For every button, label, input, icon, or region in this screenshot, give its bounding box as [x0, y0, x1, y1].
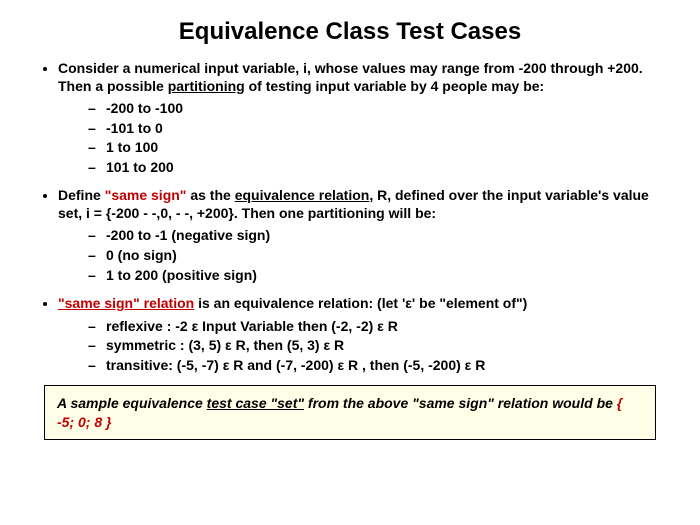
b2-sublist: -200 to -1 (negative sign) 0 (no sign) 1… [58, 226, 670, 285]
b2-s3: 1 to 200 (positive sign) [88, 266, 670, 286]
callout-tc: test case "set" [207, 395, 304, 411]
callout-box: A sample equivalence test case "set" fro… [44, 385, 656, 439]
b2-pre: Define [58, 187, 105, 203]
b1-sublist: -200 to -100 -101 to 0 1 to 100 101 to 2… [58, 99, 670, 177]
b1-s2: -101 to 0 [88, 119, 670, 139]
bullet-1: Consider a numerical input variable, i, … [58, 60, 670, 177]
b1-s3: 1 to 100 [88, 138, 670, 158]
b2-s2: 0 (no sign) [88, 246, 670, 266]
slide-container: Equivalence Class Test Cases Consider a … [0, 0, 700, 525]
callout-p2: from the above "same sign" relation woul… [304, 395, 617, 411]
b2-mid: as the [186, 187, 234, 203]
b3-s2: symmetric : (3, 5) ε R, then (5, 3) ε R [88, 336, 670, 356]
b3-s3: transitive: (-5, -7) ε R and (-7, -200) … [88, 356, 670, 376]
b2-equiv: equivalence relation [235, 187, 370, 203]
main-list: Consider a numerical input variable, i, … [30, 60, 670, 375]
b3-s1: reflexive : -2 ε Input Variable then (-2… [88, 317, 670, 337]
b1-post: of testing input variable by 4 people ma… [245, 78, 545, 94]
b2-samesign: "same sign" [105, 187, 187, 203]
b3-post: is an equivalence relation: (let 'ε' be … [194, 295, 527, 311]
b1-s4: 101 to 200 [88, 158, 670, 178]
slide-title: Equivalence Class Test Cases [30, 18, 670, 46]
b3-samesign: "same sign" relation [58, 295, 194, 311]
callout-p1: A sample equivalence [57, 395, 207, 411]
b3-sublist: reflexive : -2 ε Input Variable then (-2… [58, 317, 670, 376]
b2-s1: -200 to -1 (negative sign) [88, 226, 670, 246]
bullet-2: Define "same sign" as the equivalence re… [58, 187, 670, 285]
bullet-3: "same sign" relation is an equivalence r… [58, 295, 670, 375]
b1-partitioning: partitioning [168, 78, 245, 94]
b1-s1: -200 to -100 [88, 99, 670, 119]
